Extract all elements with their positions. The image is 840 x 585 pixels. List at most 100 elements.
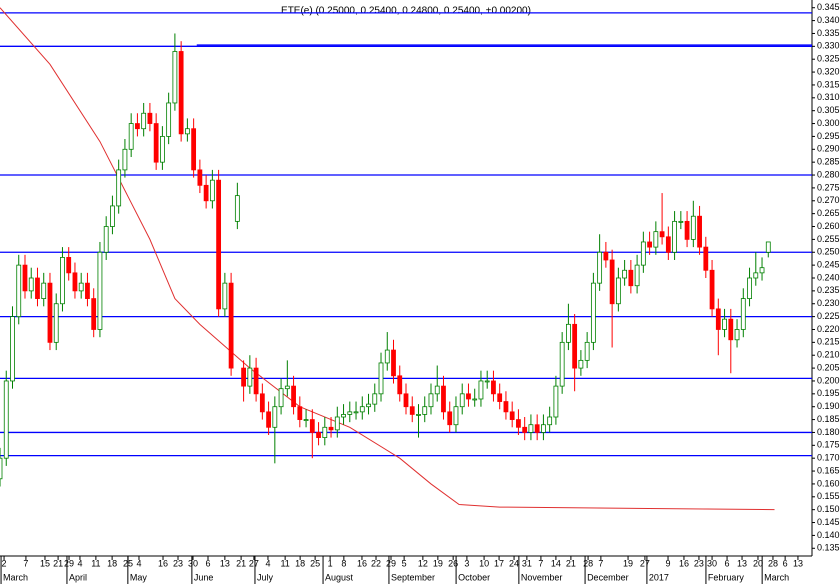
x-tick-label: 27 — [249, 558, 259, 568]
candle-body — [85, 282, 90, 299]
candle-body — [322, 426, 328, 438]
candle-body — [728, 318, 734, 341]
x-tick-label: 16 — [679, 558, 689, 568]
month-label: July — [257, 572, 274, 582]
month-label: November — [521, 572, 563, 582]
y-tick-label: 0.235 — [817, 285, 840, 295]
x-tick-label: 30 — [707, 558, 717, 568]
candle-body — [272, 406, 278, 428]
x-tick-label: 4 — [136, 558, 141, 568]
candle-body — [472, 398, 478, 401]
y-tick-label: 0.200 — [817, 375, 840, 385]
candle-body — [528, 424, 534, 433]
x-tick-label: 19 — [433, 558, 443, 568]
candle-body — [347, 411, 353, 415]
y-tick-label: 0.230 — [817, 298, 840, 308]
y-tick-label: 0.135 — [817, 543, 840, 553]
candle-body — [659, 231, 665, 238]
x-tick-label: 21 — [236, 558, 246, 568]
x-tick-label: 13 — [220, 558, 230, 568]
x-tick-label: 16 — [357, 558, 367, 568]
candle-body — [128, 123, 134, 150]
candle-body — [753, 272, 759, 279]
candle-body — [434, 385, 440, 395]
y-tick-label: 0.185 — [817, 414, 840, 424]
candle-body — [309, 419, 315, 433]
candle-body — [622, 269, 628, 279]
x-tick-label: 19 — [623, 558, 633, 568]
x-tick-label: 25 — [310, 558, 320, 568]
candle-body — [647, 241, 652, 248]
x-tick-label: 14 — [551, 558, 561, 568]
candle-body — [297, 406, 303, 420]
y-tick-label: 0.310 — [817, 92, 840, 102]
month-label: April — [69, 572, 87, 582]
candle-body — [228, 282, 234, 369]
candle-body — [184, 128, 190, 135]
candle-body — [697, 215, 702, 248]
candle-body — [178, 51, 184, 135]
candle-body — [341, 414, 346, 418]
candle-body — [628, 269, 634, 287]
y-tick-label: 0.245 — [817, 260, 840, 270]
y-tick-label: 0.140 — [817, 530, 840, 540]
y-tick-label: 0.225 — [817, 311, 840, 321]
candle-body — [278, 388, 284, 408]
x-tick-label: 21 — [53, 558, 63, 568]
moving-average — [0, 7, 775, 511]
candle-body — [566, 323, 571, 343]
candle-body — [110, 205, 115, 227]
y-tick-label: 0.145 — [817, 517, 840, 527]
x-tick-label: 22 — [371, 558, 381, 568]
candle-body — [484, 380, 490, 383]
y-tick-label: 0.175 — [817, 440, 840, 450]
x-tick-label: 17 — [494, 558, 504, 568]
y-tick-label: 0.270 — [817, 195, 840, 205]
x-tick-label: 10 — [479, 558, 489, 568]
candle-body — [553, 385, 559, 418]
x-tick-label: 7 — [598, 558, 603, 568]
x-tick-label: 23 — [173, 558, 183, 568]
candle-body — [740, 298, 746, 330]
candle-body — [247, 367, 253, 387]
y-tick-label: 0.285 — [817, 157, 840, 167]
month-label: June — [194, 572, 214, 582]
candle-body — [522, 426, 528, 433]
x-tick-label: 13 — [793, 558, 803, 568]
month-label: 2017 — [649, 572, 669, 582]
candle-body — [291, 385, 296, 408]
x-tick-label: 29 — [386, 558, 396, 568]
candle-body — [547, 416, 553, 426]
candle-body — [359, 406, 365, 413]
y-tick-label: 0.205 — [817, 362, 840, 372]
x-tick-label: 11 — [280, 558, 289, 568]
y-tick-label: 0.165 — [817, 465, 840, 475]
month-label: February — [708, 572, 745, 582]
candle-body — [328, 426, 334, 431]
candle-body — [316, 432, 321, 438]
x-tick-label: 18 — [107, 558, 117, 568]
candle-body — [16, 264, 22, 318]
candle-body — [153, 123, 159, 163]
y-tick-label: 0.215 — [817, 337, 840, 347]
x-tick-label: 5 — [402, 558, 407, 568]
x-tick-label: 3 — [464, 558, 469, 568]
x-tick-label: 4 — [265, 558, 270, 568]
candle-body — [409, 406, 415, 415]
candle-body — [765, 241, 771, 253]
x-tick-label: 9 — [666, 558, 671, 568]
candle-body — [478, 380, 484, 400]
candle-body — [66, 257, 72, 274]
x-tick-label: 30 — [188, 558, 198, 568]
candle-body — [609, 259, 615, 305]
y-tick-label: 0.295 — [817, 131, 840, 141]
y-tick-label: 0.150 — [817, 504, 840, 514]
candle-body — [303, 419, 309, 421]
candle-body — [47, 282, 53, 343]
candle-body — [122, 148, 128, 171]
x-tick-label: 6 — [205, 558, 210, 568]
candle-body — [422, 406, 428, 415]
candle-body — [397, 375, 403, 395]
x-tick-label: 21 — [566, 558, 576, 568]
candle-body — [216, 179, 222, 310]
